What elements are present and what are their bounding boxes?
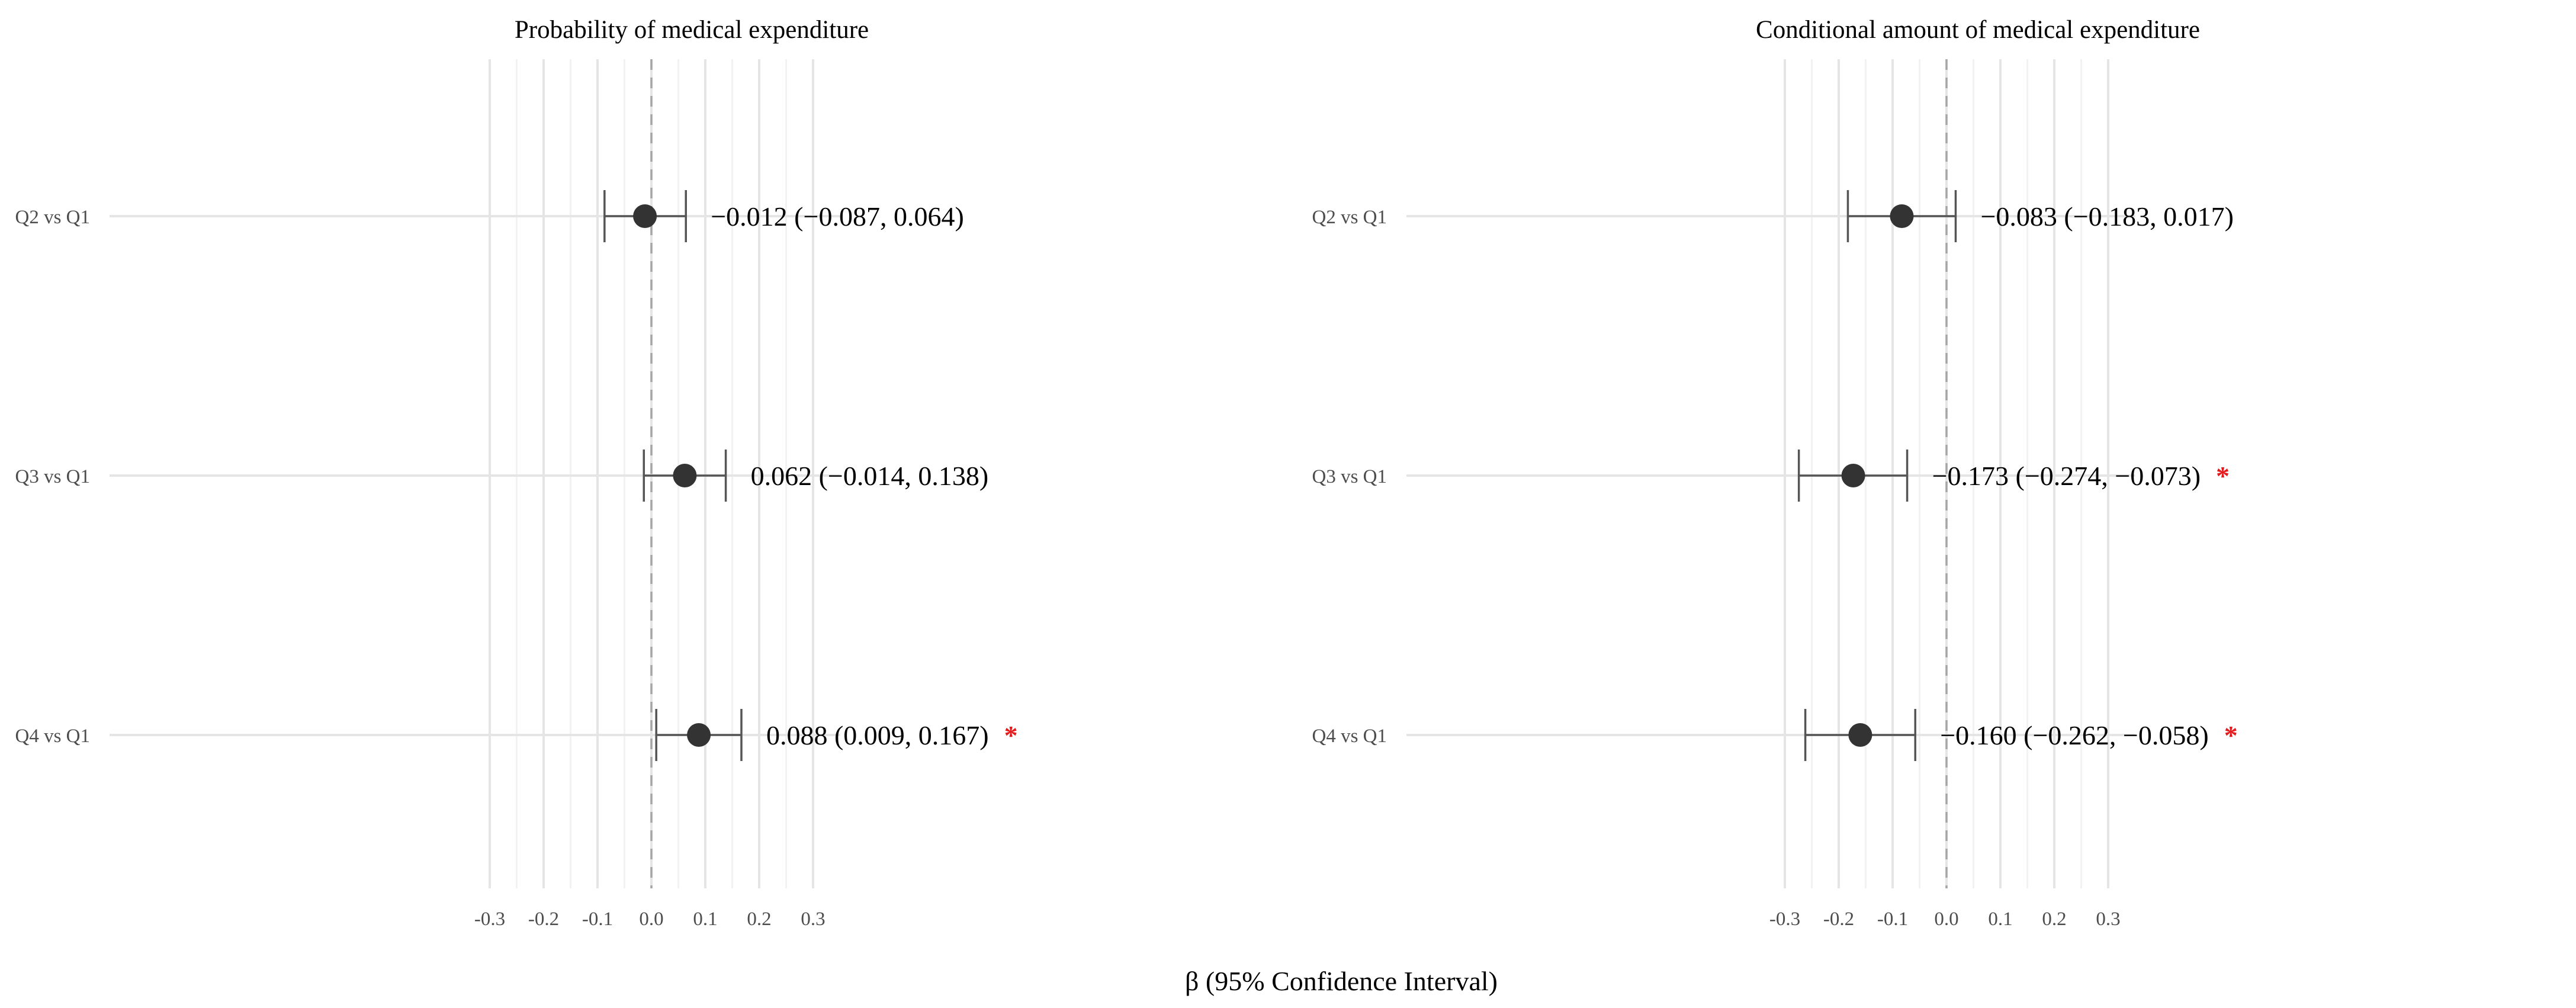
x-tick-label: -0.3 xyxy=(1769,909,1800,930)
x-axis-title: β (95% Confidence Interval) xyxy=(1185,966,1498,996)
x-tick-label: 0.0 xyxy=(1934,909,1958,930)
y-tick-label: Q4 vs Q1 xyxy=(15,725,90,747)
estimate-label: −0.083 (−0.183, 0.017) xyxy=(1980,201,2234,232)
x-tick-label: 0.1 xyxy=(693,909,717,930)
y-tick-label: Q2 vs Q1 xyxy=(15,207,90,228)
x-tick-label: 0.1 xyxy=(1988,909,2012,930)
estimate-label: −0.173 (−0.274, −0.073) xyxy=(1932,461,2201,491)
x-tick-label: -0.2 xyxy=(1823,909,1854,930)
x-tick-label: 0.3 xyxy=(801,909,825,930)
x-tick-label: 0.2 xyxy=(747,909,771,930)
y-tick-label: Q3 vs Q1 xyxy=(15,466,90,487)
estimate-label: 0.088 (0.009, 0.167) xyxy=(766,720,989,750)
point-estimate xyxy=(1890,204,1914,228)
significance-marker: * xyxy=(2224,720,2238,750)
significance-marker: * xyxy=(1004,720,1018,750)
x-tick-label: 0.2 xyxy=(2042,909,2066,930)
x-tick-label: 0.3 xyxy=(2096,909,2120,930)
x-tick-label: -0.3 xyxy=(474,909,505,930)
point-estimate xyxy=(1841,464,1865,487)
estimate-label: 0.062 (−0.014, 0.138) xyxy=(751,461,989,491)
point-estimate xyxy=(1848,723,1872,747)
y-tick-label: Q4 vs Q1 xyxy=(1312,725,1387,747)
y-tick-label: Q3 vs Q1 xyxy=(1312,466,1387,487)
panel-probability: Probability of medical expenditure -0.3 -0… xyxy=(15,16,1017,930)
panel-title: Probability of medical expenditure xyxy=(515,16,869,44)
x-tick-label: 0.0 xyxy=(639,909,663,930)
estimate-label: −0.012 (−0.087, 0.064) xyxy=(711,201,964,232)
x-tick-label: -0.1 xyxy=(582,909,613,930)
y-tick-label: Q2 vs Q1 xyxy=(1312,207,1387,228)
x-tick-label: -0.2 xyxy=(528,909,559,930)
panel-conditional-amount: Conditional amount of medical expenditur… xyxy=(1312,16,2237,930)
point-estimate xyxy=(687,723,711,747)
panel-title: Conditional amount of medical expenditur… xyxy=(1756,16,2200,44)
x-tick-label: -0.1 xyxy=(1877,909,1908,930)
significance-marker: * xyxy=(2216,461,2230,491)
point-estimate xyxy=(673,464,697,487)
point-estimate xyxy=(633,204,657,228)
estimate-label: −0.160 (−0.262, −0.058) xyxy=(1940,720,2208,750)
